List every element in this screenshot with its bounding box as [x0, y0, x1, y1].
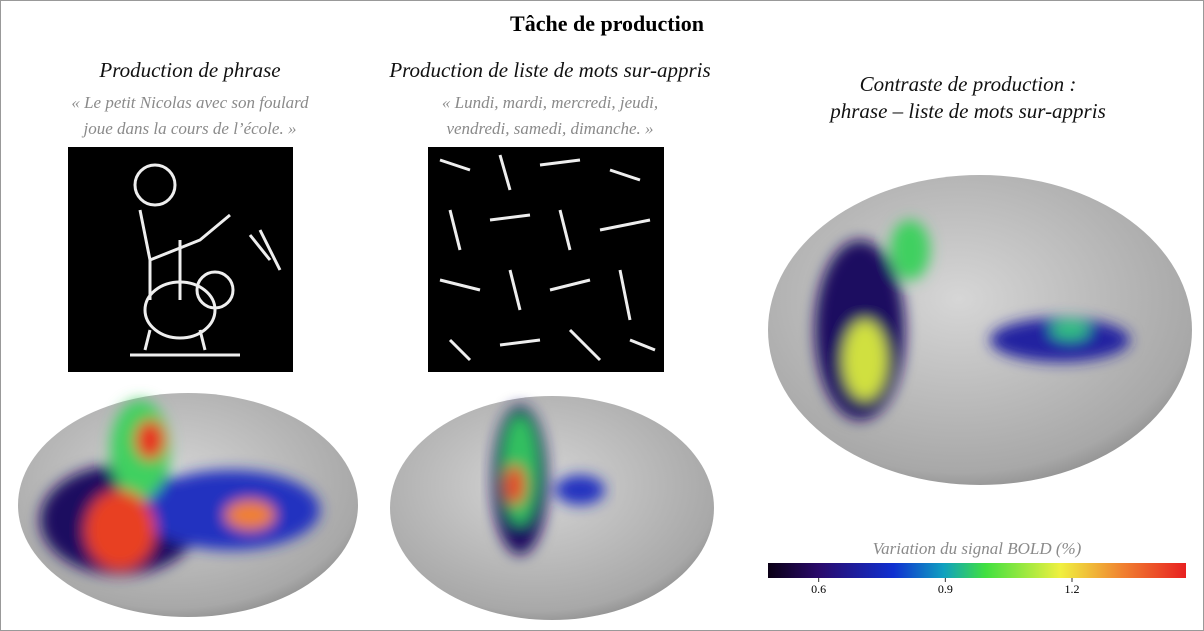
brain-map — [768, 175, 1192, 485]
colorbar-tick-label: 0.6 — [811, 582, 826, 596]
stimulus-image — [428, 147, 664, 372]
brain-map — [390, 396, 714, 620]
panel-quote: vendredi, samedi, dimanche. » — [446, 119, 653, 138]
brain-map — [18, 393, 358, 617]
panel-quote: joue dans la cours de l’école. » — [82, 119, 297, 138]
panel-title: Production de phrase — [98, 58, 280, 82]
colorbar-tick-label: 1.2 — [1065, 582, 1080, 596]
panel-title: Contraste de production : — [860, 72, 1077, 96]
stimulus-image — [68, 147, 293, 372]
panel-quote: « Le petit Nicolas avec son foulard — [71, 93, 309, 112]
panel-title: phrase – liste de mots sur-appris — [828, 99, 1106, 123]
figure-title: Tâche de production — [510, 11, 704, 36]
panel-title: Production de liste de mots sur-appris — [388, 58, 710, 82]
colorbar — [768, 563, 1186, 578]
panel-quote: « Lundi, mardi, mercredi, jeudi, — [442, 93, 658, 112]
colorbar-label: Variation du signal BOLD (%) — [873, 539, 1082, 558]
colorbar-tick-label: 0.9 — [938, 582, 953, 596]
